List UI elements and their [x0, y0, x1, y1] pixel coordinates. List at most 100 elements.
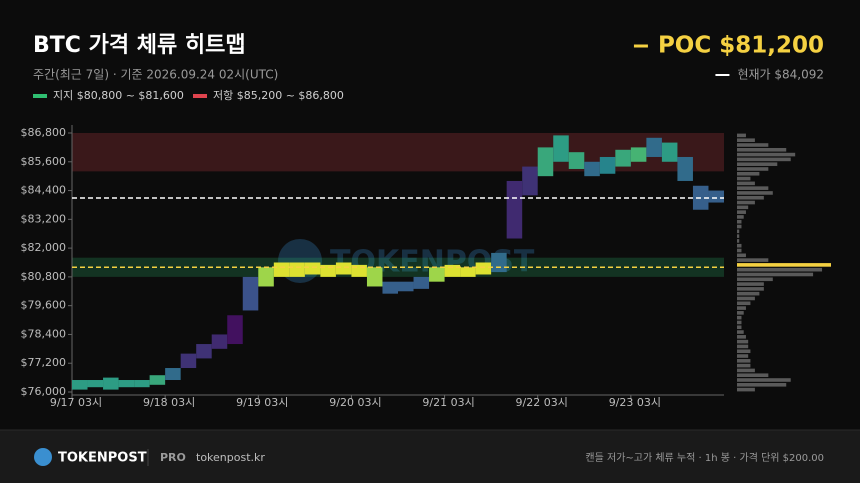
profile-bar [737, 330, 744, 334]
candle [506, 180, 523, 239]
candle [382, 281, 398, 294]
candle [398, 281, 414, 292]
profile-bar [737, 378, 791, 382]
y-tick-label: $83,200 [21, 212, 67, 225]
profile-bar [737, 191, 773, 195]
profile-bar [737, 181, 755, 186]
candle [537, 147, 554, 177]
candle [460, 267, 476, 277]
profile-bar [737, 315, 742, 320]
candle [584, 161, 600, 177]
profile-bar [737, 229, 740, 234]
candle [134, 380, 150, 388]
candle [87, 380, 104, 388]
candle [258, 267, 274, 287]
x-tick-label: 9/18 03시 [143, 396, 195, 409]
y-tick-label: $80,800 [21, 270, 67, 283]
chart-title: BTC 가격 체류 히트맵 [33, 33, 246, 58]
y-tick-label: $79,600 [21, 299, 67, 312]
legend-label: 저항 $85,200 ~ $86,800 [213, 89, 344, 102]
profile-bar [737, 287, 764, 291]
candle [103, 377, 119, 390]
profile-bar [737, 267, 823, 272]
y-tick-label: $76,000 [21, 385, 67, 398]
candle [289, 262, 305, 277]
profile-bar [737, 176, 751, 181]
candle [615, 149, 631, 167]
candle [630, 147, 647, 162]
current-label: 현재가 $84,092 [737, 68, 824, 82]
candle [149, 375, 166, 385]
profile-bar [737, 325, 742, 330]
x-tick-label: 9/20 03시 [329, 396, 381, 409]
candle [661, 142, 678, 162]
profile-bar [737, 157, 791, 162]
y-tick-label: $77,200 [21, 356, 67, 369]
x-tick-label: 9/21 03시 [422, 396, 474, 409]
candle [677, 156, 693, 181]
profile-bar [737, 210, 746, 214]
candle [491, 252, 507, 273]
candle [599, 156, 616, 174]
candle [553, 135, 569, 162]
candle [646, 137, 662, 157]
profile-bar [737, 152, 796, 157]
profile-bar [737, 263, 831, 267]
y-tick-label: $84,400 [21, 184, 67, 197]
y-tick-label: $85,600 [21, 155, 67, 168]
profile-bar [737, 200, 755, 205]
candle [351, 264, 367, 277]
candle [320, 264, 336, 277]
subtitle: 주간(최근 7일) · 기준 2026.09.24 02시(UTC) [33, 68, 278, 82]
profile-bar [737, 272, 814, 277]
profile-bar [737, 373, 769, 378]
profile-bar [737, 301, 751, 306]
profile-bar [737, 354, 749, 358]
profile-bar [737, 133, 746, 138]
profile-bar [737, 349, 751, 354]
profile-bar [737, 138, 755, 142]
candle [444, 264, 461, 277]
footer-logo [34, 448, 52, 466]
x-tick-label: 9/19 03시 [236, 396, 288, 409]
profile-bar [737, 363, 751, 368]
profile-bar [737, 248, 742, 253]
footer-tier: PRO [160, 451, 186, 464]
profile-bar [737, 205, 749, 210]
candle [72, 380, 88, 390]
candle [211, 334, 228, 349]
candle [522, 166, 538, 196]
profile-bar [737, 253, 746, 258]
poc-label: POC $81,200 [658, 33, 824, 59]
profile-bar [737, 171, 760, 176]
profile-bar [737, 224, 742, 229]
profile-bar [737, 291, 760, 296]
footer-note: 캔들 저가~고가 체류 누적 · 1h 봉 · 가격 단위 $200.00 [585, 451, 824, 464]
x-tick-label: 9/23 03시 [609, 396, 661, 409]
profile-bar [737, 215, 744, 219]
y-tick-label: $82,000 [21, 241, 67, 254]
candle [118, 380, 135, 388]
candle [273, 262, 290, 277]
profile-bar [737, 162, 778, 166]
profile-bar [737, 243, 742, 248]
profile-bar [737, 335, 746, 339]
legend-swatch [193, 94, 207, 98]
profile-bar [737, 359, 751, 363]
y-tick-label: $78,400 [21, 327, 67, 340]
profile-bar [737, 186, 769, 190]
x-tick-label: 9/22 03시 [516, 396, 568, 409]
x-tick-label: 9/17 03시 [50, 396, 102, 409]
legend-label: 지지 $80,800 ~ $81,600 [53, 89, 184, 102]
footer-site: tokenpost.kr [196, 451, 265, 464]
support-zone [72, 257, 724, 277]
candle [366, 267, 383, 287]
profile-bar [737, 344, 749, 349]
legend-swatch [33, 94, 47, 98]
profile-bar [737, 147, 787, 152]
candle [708, 190, 724, 203]
candle [180, 353, 197, 369]
